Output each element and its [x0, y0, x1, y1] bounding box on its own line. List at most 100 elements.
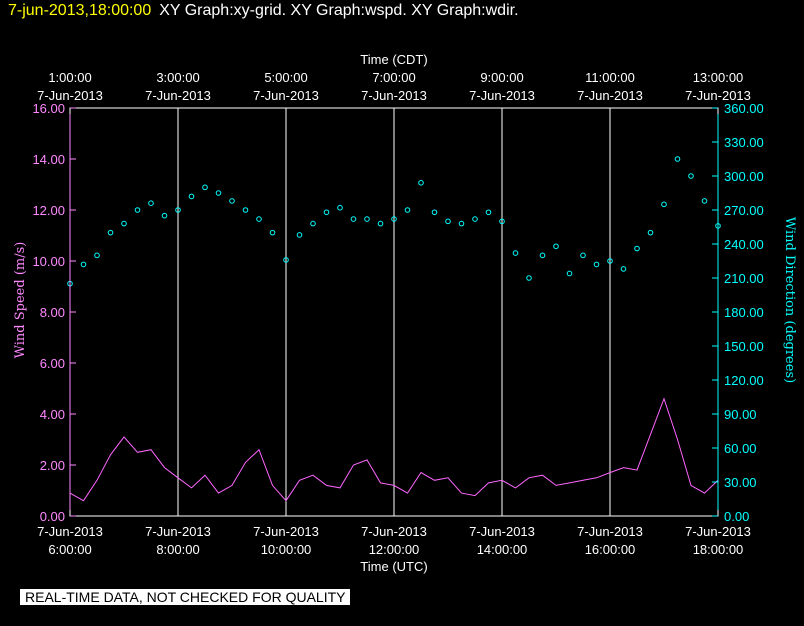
- wind-direction-point: [161, 212, 168, 219]
- header-timestamp: 7-jun-2013,18:00:00: [8, 2, 152, 19]
- wind-direction-point: [404, 207, 411, 213]
- right-tick-label: 330.00: [724, 135, 764, 150]
- wind-direction-point: [377, 220, 384, 227]
- right-axis-title: Wind Direction (degrees): [782, 217, 797, 383]
- bottom-tick-time: 10:00:00: [261, 542, 312, 557]
- wind-direction-point: [539, 252, 546, 259]
- top-tick-time: 5:00:00: [264, 70, 307, 85]
- wind-direction-point: [688, 173, 694, 179]
- wind-direction-point: [485, 209, 492, 216]
- bottom-tick-time: 14:00:00: [477, 542, 528, 557]
- bottom-tick-time: 18:00:00: [693, 542, 744, 557]
- wind-direction-point: [607, 258, 613, 264]
- wind-direction-point: [431, 209, 438, 216]
- header-graph-list: XY Graph:xy-grid. XY Graph:wspd. XY Grap…: [159, 2, 519, 19]
- bottom-tick-date: 7-Jun-2013: [253, 524, 319, 539]
- left-tick-label: 14.00: [32, 152, 65, 167]
- top-tick-date: 7-Jun-2013: [577, 88, 643, 103]
- top-tick-date: 7-Jun-2013: [253, 88, 319, 103]
- wind-direction-point: [296, 232, 303, 238]
- grid-lines: [177, 108, 611, 516]
- bottom-tick-date: 7-Jun-2013: [37, 524, 103, 539]
- wind-direction-point: [566, 270, 573, 277]
- wind-speed-line: [69, 397, 719, 502]
- left-tick-label: 6.00: [40, 356, 65, 371]
- top-tick-time: 11:00:00: [585, 70, 635, 85]
- wind-direction-point: [634, 245, 640, 252]
- wind-direction-point: [553, 243, 559, 250]
- wind-direction-point: [620, 266, 627, 272]
- wind-direction-point: [458, 220, 465, 227]
- wind-direction-point: [472, 216, 478, 222]
- left-tick-label: 8.00: [40, 305, 65, 320]
- left-axis: 0.00 2.00 4.00 6.00 8.00 10.00 12.00 14.00 16.00: [32, 101, 76, 524]
- graph-header: 7-jun-2013,18:00:00 XY Graph:xy-grid. XY …: [8, 2, 519, 20]
- wind-direction-point: [647, 229, 654, 236]
- right-tick-label: 360.00: [724, 101, 764, 116]
- wind-direction-point: [323, 209, 330, 216]
- wind-direction-point: [215, 190, 222, 196]
- right-tick-label: 210.00: [724, 271, 764, 286]
- wind-direction-point: [94, 252, 100, 259]
- wind-direction-point: [242, 207, 249, 213]
- left-tick-label: 0.00: [40, 509, 65, 524]
- wind-direction-point: [80, 261, 87, 268]
- wind-direction-point: [350, 216, 357, 222]
- right-tick-label: 60.00: [724, 441, 757, 456]
- wind-direction-point: [229, 198, 235, 204]
- top-axis: 1:00:00 7-Jun-2013 3:00:00 7-Jun-2013 5:00:0…: [37, 70, 751, 114]
- quality-disclaimer: REAL-TIME DATA, NOT CHECKED FOR QUALITY: [20, 589, 351, 605]
- wind-direction-series: [67, 156, 721, 287]
- wind-direction-point: [445, 218, 451, 225]
- wind-direction-point: [701, 198, 708, 204]
- wind-speed-series: [69, 397, 719, 502]
- bottom-tick-date: 7-Jun-2013: [685, 524, 751, 539]
- wind-direction-point: [121, 220, 127, 227]
- bottom-tick-date: 7-Jun-2013: [145, 524, 211, 539]
- left-tick-label: 16.00: [32, 101, 65, 116]
- wind-direction-point: [526, 275, 532, 281]
- bottom-tick-date: 7-Jun-2013: [577, 524, 643, 539]
- top-tick-date: 7-Jun-2013: [145, 88, 211, 103]
- bottom-axis: 7-Jun-2013 6:00:00 7-Jun-2013 8:00:00 7-Jun-…: [37, 510, 751, 557]
- bottom-tick-date: 7-Jun-2013: [469, 524, 535, 539]
- left-tick-label: 2.00: [40, 458, 65, 473]
- wind-direction-point: [107, 229, 114, 236]
- top-tick-date: 7-Jun-2013: [37, 88, 103, 103]
- wind-direction-point: [283, 257, 289, 263]
- wind-direction-point: [188, 193, 195, 200]
- wind-direction-point: [256, 216, 262, 222]
- wind-direction-point: [391, 216, 397, 222]
- wind-direction-point: [674, 156, 681, 162]
- wind-direction-point: [148, 200, 154, 206]
- top-tick-time: 13:00:00: [693, 70, 744, 85]
- wind-direction-point: [337, 204, 343, 211]
- wind-direction-point: [364, 216, 370, 222]
- left-axis-title: Wind Speed (m/s): [13, 242, 28, 359]
- wind-direction-point: [661, 201, 667, 208]
- wind-direction-point: [418, 180, 424, 186]
- right-tick-label: 30.00: [724, 475, 757, 490]
- right-tick-label: 90.00: [724, 407, 757, 422]
- bottom-tick-time: 12:00:00: [369, 542, 420, 557]
- wind-direction-point: [580, 252, 586, 259]
- right-tick-label: 120.00: [724, 373, 764, 388]
- wind-direction-point: [512, 250, 519, 256]
- top-tick-date: 7-Jun-2013: [685, 88, 751, 103]
- wind-direction-point: [269, 229, 276, 236]
- wind-direction-point: [310, 220, 316, 227]
- left-tick-label: 10.00: [32, 254, 65, 269]
- bottom-axis-title: Time (UTC): [360, 559, 427, 574]
- wind-direction-point: [593, 261, 600, 268]
- wind-direction-point: [134, 207, 141, 213]
- left-tick-label: 4.00: [40, 407, 65, 422]
- bottom-tick-time: 16:00:00: [585, 542, 636, 557]
- top-tick-date: 7-Jun-2013: [361, 88, 427, 103]
- top-axis-title: Time (CDT): [360, 52, 427, 67]
- bottom-tick-date: 7-Jun-2013: [361, 524, 427, 539]
- top-tick-time: 7:00:00: [372, 70, 415, 85]
- bottom-tick-time: 8:00:00: [156, 542, 199, 557]
- top-tick-date: 7-Jun-2013: [469, 88, 535, 103]
- top-tick-time: 9:00:00: [480, 70, 523, 85]
